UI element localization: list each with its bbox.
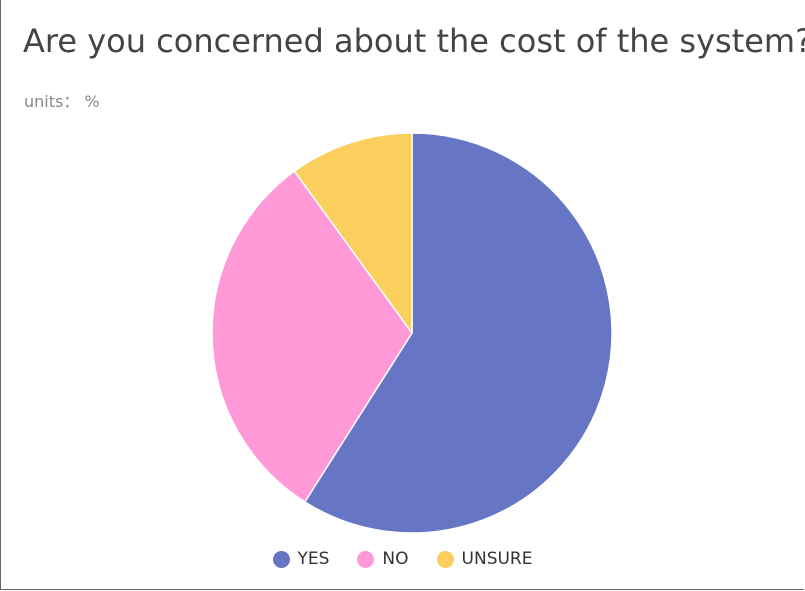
legend-item-unsure[interactable]: UNSURE <box>436 549 533 569</box>
legend-item-no[interactable]: NO <box>357 549 409 569</box>
legend-label: NO <box>382 549 409 569</box>
pie-slice-yes[interactable] <box>304 132 613 534</box>
legend-swatch <box>436 550 454 568</box>
legend-swatch <box>357 550 375 568</box>
pie-slice-no[interactable] <box>211 170 413 503</box>
pie-slice-unsure[interactable] <box>293 132 413 334</box>
chart-title: Are you concerned about the cost of the … <box>23 22 805 60</box>
legend-item-yes[interactable]: YES <box>272 549 330 569</box>
chart-legend: YES NO UNSURE <box>0 549 805 569</box>
legend-swatch <box>272 550 290 568</box>
chart-units: units： % <box>24 92 100 111</box>
legend-label: UNSURE <box>461 549 533 569</box>
legend-label: YES <box>297 549 330 569</box>
